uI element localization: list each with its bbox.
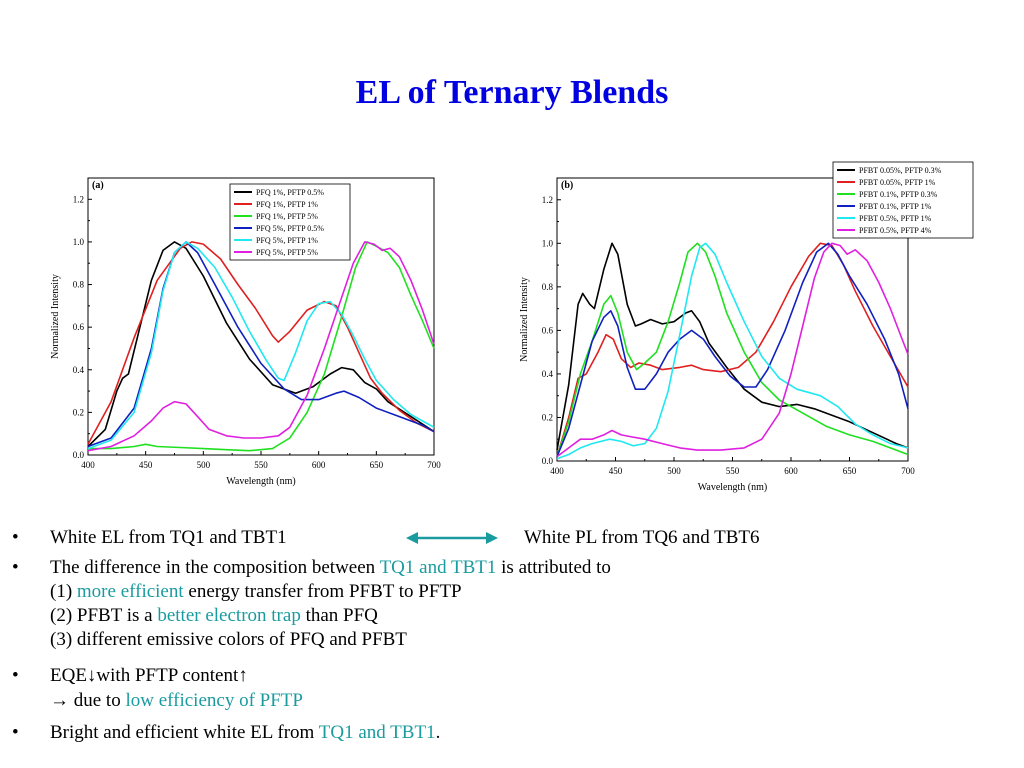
x-tick-label: 700 <box>901 466 915 476</box>
bullet-1-right-text: White PL from TQ6 and TBT6 <box>524 527 760 548</box>
y-tick-label: 0.0 <box>73 450 85 460</box>
x-axis-label: Wavelength (nm) <box>226 476 295 487</box>
highlight-text: better electron trap <box>157 605 301 626</box>
legend-entry: PFQ 1%, PFTP 5% <box>256 212 318 221</box>
bullet-1-left-text: White EL from TQ1 and TBT1 <box>50 527 287 548</box>
legend-entry: PFBT 0.05%, PFTP 1% <box>859 178 936 187</box>
legend-box <box>229 183 351 261</box>
bullet-2-text: (2) PFBT is a <box>50 605 158 626</box>
y-tick-label: 0.6 <box>542 325 554 335</box>
bullet-4-line: Bright and efficient white EL from TQ1 a… <box>50 721 440 745</box>
series-line-5 <box>556 242 909 460</box>
x-tick-label: 600 <box>784 466 798 476</box>
x-tick-label: 450 <box>609 466 623 476</box>
highlight-text: low efficiency of PFTP <box>125 690 303 711</box>
series-line-3 <box>556 242 909 457</box>
series-line-1 <box>87 241 435 448</box>
legend-box <box>832 161 974 239</box>
x-tick-label: 500 <box>197 460 211 470</box>
y-tick-label: 1.2 <box>542 195 553 205</box>
chart-b-el-spectra: 400 450 500 550 600 650 700 0.0 0.2 0.4 0.6 0.8 1.0 1… <box>519 161 974 493</box>
legend-entry: PFBT 0.5%, PFTP 1% <box>859 214 932 223</box>
x-tick-label: 700 <box>427 460 441 470</box>
series-line-1 <box>556 242 909 451</box>
highlight-text: TQ1 and TBT1 <box>318 722 436 743</box>
bullet-marker: • <box>12 665 19 686</box>
y-axis-label: Normalized Intensity <box>50 274 61 359</box>
bullet-3-text: → due to <box>50 690 126 711</box>
y-tick-label: 0.8 <box>73 280 85 290</box>
y-tick-label: 0.4 <box>542 369 554 379</box>
bullet-3-line-1: EQE↓with PFTP content↑ <box>50 665 248 686</box>
bullet-marker: • <box>12 527 19 548</box>
legend-entry: PFBT 0.1%, PFTP 0.3% <box>859 190 938 199</box>
series-line-3 <box>88 241 435 452</box>
x-tick-label: 500 <box>667 466 681 476</box>
bullet-2-text: energy transfer from PFBT to PFTP <box>183 581 462 602</box>
bullet-3-line-2: → due to low efficiency of PFTP <box>50 689 303 713</box>
legend-entry: PFQ 5%, PFTP 5% <box>256 248 318 257</box>
bullet-4-text: Bright and efficient white EL from <box>50 722 319 743</box>
series-line-6 <box>87 241 435 452</box>
legend-entry: PFQ 5%, PFTP 1% <box>256 236 318 245</box>
series-line-6 <box>556 242 909 458</box>
x-tick-label: 650 <box>843 466 857 476</box>
legend-entry: PFQ 5%, PFTP 0.5% <box>256 224 324 233</box>
bullet-marker: • <box>12 557 19 578</box>
bullet-2-text: than PFQ <box>300 605 378 626</box>
series-line-5 <box>87 241 435 450</box>
x-tick-label: 400 <box>550 466 564 476</box>
legend-entry: PFBT 0.05%, PFTP 0.3% <box>859 166 942 175</box>
bullet-2-text: The difference in the composition betwee… <box>50 557 380 578</box>
panel-label: (a) <box>92 180 104 191</box>
double-arrow-icon <box>406 532 498 544</box>
x-axis-label: Wavelength (nm) <box>698 482 767 493</box>
series-line-4 <box>87 241 435 448</box>
y-tick-label: 0.8 <box>542 282 554 292</box>
highlight-text: more efficient <box>76 581 184 602</box>
legend-entry: PFBT 0.1%, PFTP 1% <box>859 202 932 211</box>
y-tick-label: 1.2 <box>73 194 84 204</box>
bullet-marker: • <box>12 722 19 743</box>
x-tick-label: 550 <box>254 460 268 470</box>
chart-a-el-spectra: 400 450 500 550 600 650 700 0.0 0.2 0.4 0.6 0.8 1.0 1… <box>50 177 441 487</box>
x-tick-label: 650 <box>370 460 384 470</box>
x-tick-label: 600 <box>312 460 326 470</box>
y-tick-label: 0.0 <box>542 456 554 466</box>
y-tick-label: 0.2 <box>73 407 84 417</box>
slide-title: EL of Ternary Blends <box>355 74 669 111</box>
bullet-2-line-3: (2) PFBT is a better electron trap than … <box>50 604 378 628</box>
series-line-2 <box>87 241 435 445</box>
y-tick-label: 0.6 <box>73 322 85 332</box>
y-tick-label: 1.0 <box>73 237 85 247</box>
bullet-2-line-2: (1) more efficient energy transfer from … <box>50 580 462 604</box>
y-tick-label: 0.4 <box>73 365 85 375</box>
y-tick-label: 1.0 <box>542 238 554 248</box>
bullet-2-text: (1) <box>50 581 77 602</box>
legend-entry: PFQ 1%, PFTP 1% <box>256 200 318 209</box>
bullet-4-text: . <box>435 722 441 743</box>
x-tick-label: 550 <box>726 466 740 476</box>
y-tick-label: 0.2 <box>542 412 553 422</box>
legend-entry: PFQ 1%, PFTP 0.5% <box>256 188 324 197</box>
x-tick-label: 400 <box>81 460 95 470</box>
series-line-4 <box>556 242 909 457</box>
bullet-2-line-4: (3) different emissive colors of PFQ and… <box>50 629 407 650</box>
y-axis-label: Normalized Intensity <box>519 277 530 362</box>
panel-label: (b) <box>561 180 573 191</box>
bullet-2-line-1: The difference in the composition betwee… <box>50 556 611 580</box>
highlight-text: TQ1 and TBT1 <box>379 557 497 578</box>
legend-entry: PFBT 0.5%, PFTP 4% <box>859 226 932 235</box>
bullet-2-text: is attributed to <box>496 557 611 578</box>
x-tick-label: 450 <box>139 460 153 470</box>
